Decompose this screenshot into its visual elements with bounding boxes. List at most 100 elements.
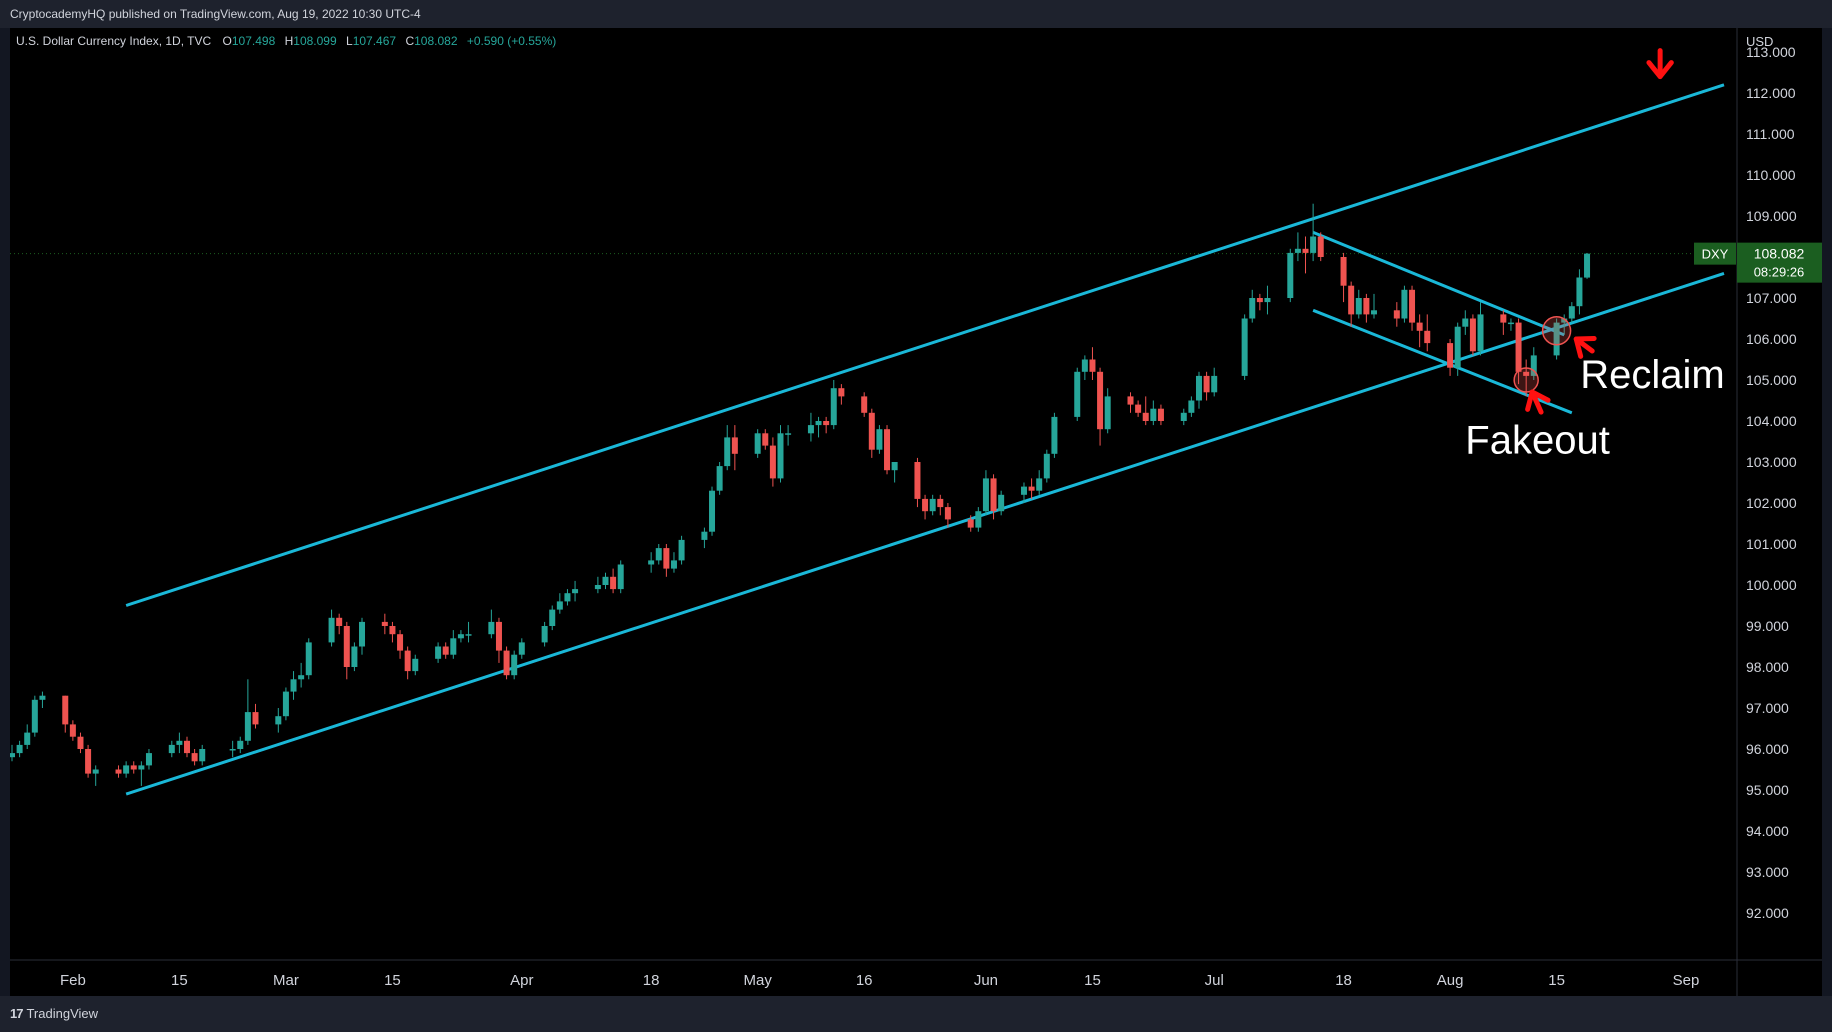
candle (815, 416, 822, 438)
candle (1150, 400, 1157, 426)
candle (1089, 347, 1096, 380)
candle-body (305, 642, 312, 676)
candle (541, 621, 548, 647)
candle (1195, 371, 1202, 409)
candle-body (1081, 359, 1088, 372)
candle-body (922, 498, 929, 512)
high-label: H (285, 34, 294, 48)
candle (914, 457, 921, 508)
candle (1264, 285, 1271, 315)
candle (594, 576, 601, 594)
candle-body (465, 634, 472, 636)
time-tick-label: May (743, 972, 772, 989)
candle (1241, 314, 1248, 380)
candle (838, 384, 845, 405)
target-down-arrow-icon (1646, 48, 1674, 80)
time-tick-label: Aug (1437, 972, 1464, 989)
candle-body (823, 421, 830, 426)
candle-body (282, 691, 289, 717)
candle (1454, 322, 1461, 376)
candle (1447, 339, 1454, 376)
candle-body (610, 576, 617, 590)
candle (655, 544, 662, 565)
candle-body (328, 617, 335, 643)
candle (807, 412, 814, 442)
candle-body (549, 609, 556, 626)
candle (39, 691, 46, 708)
candle (1462, 310, 1469, 335)
candle (549, 605, 556, 631)
candle (1097, 367, 1104, 446)
candle-body (237, 740, 244, 749)
candle (1561, 314, 1568, 335)
candle-body (769, 445, 776, 479)
candle-body (982, 478, 989, 512)
candle-body (1097, 371, 1104, 430)
candle-body (1370, 310, 1377, 315)
price-tick-label: 99.000 (1746, 618, 1789, 634)
candle-body (1507, 322, 1514, 325)
price-tick-label: 107.000 (1746, 290, 1797, 306)
candle-body (1195, 375, 1202, 401)
candle-body (1477, 314, 1484, 352)
candle-body (252, 712, 259, 725)
candlestick-chart[interactable]: Reclaim Fakeout 92.000 93.000 94.000 95.000… (9, 28, 1822, 996)
candle (1317, 232, 1324, 262)
candle-body (199, 749, 206, 762)
candle (884, 425, 891, 475)
candle-body (412, 658, 419, 672)
fakeout-arrow-icon (1525, 389, 1551, 415)
candle-body (1576, 277, 1583, 307)
candle (191, 749, 198, 766)
candle (1348, 281, 1355, 327)
close-value: 108.082 (414, 34, 458, 48)
candle (1355, 289, 1362, 319)
candle (1081, 355, 1088, 380)
candle (876, 425, 883, 454)
candle-body (1523, 371, 1530, 376)
candle-body (1469, 318, 1476, 352)
time-tick-label: 16 (856, 972, 873, 989)
candle-body (9, 753, 15, 758)
candle-body (663, 548, 670, 569)
tradingview-brand[interactable]: 17 TradingView (10, 996, 98, 1032)
candle (77, 732, 84, 754)
candle-body (397, 634, 404, 651)
high-value: 108.099 (293, 34, 337, 48)
candle (1553, 318, 1560, 360)
candle-body (929, 498, 936, 512)
price-tick-label: 97.000 (1746, 700, 1789, 716)
time-axis[interactable]: Feb 15 Mar 15 Apr 18 May 16 Jun 15 Jul 18 Aug 15 Sep (60, 972, 1699, 989)
tradingview-logo-icon: 17 (10, 1006, 24, 1021)
candle-body (130, 765, 137, 770)
candle-body (69, 724, 76, 737)
candles (9, 203, 1591, 786)
chart-area[interactable]: Reclaim Fakeout 92.000 93.000 94.000 95.000… (9, 28, 1822, 996)
candle-body (359, 621, 366, 647)
candle (351, 642, 358, 672)
candle-body (511, 654, 518, 676)
candle (115, 765, 122, 778)
publish-header: CryptocademyHQ published on TradingView.… (0, 0, 1832, 28)
candle-body (290, 679, 297, 692)
candle-body (1051, 416, 1058, 454)
price-tick-label: 105.000 (1746, 372, 1797, 388)
candle-body (944, 507, 951, 520)
candle-body (1416, 322, 1423, 331)
candle-body (1310, 236, 1317, 253)
price-tick-label: 95.000 (1746, 782, 1789, 798)
candle (495, 617, 502, 663)
candle (1363, 293, 1370, 323)
candle-body (754, 433, 761, 454)
candle (709, 486, 716, 536)
price-tag-countdown: 08:29:26 (1754, 265, 1805, 280)
price-tick-label: 92.000 (1746, 905, 1789, 921)
candle (1393, 302, 1400, 327)
candle-body (381, 621, 388, 626)
symbol-tag: DXY (1702, 247, 1729, 262)
candle (1294, 232, 1301, 262)
candle (823, 416, 830, 434)
candle (328, 609, 335, 647)
candle (1203, 371, 1210, 401)
candle-body (1089, 359, 1096, 372)
